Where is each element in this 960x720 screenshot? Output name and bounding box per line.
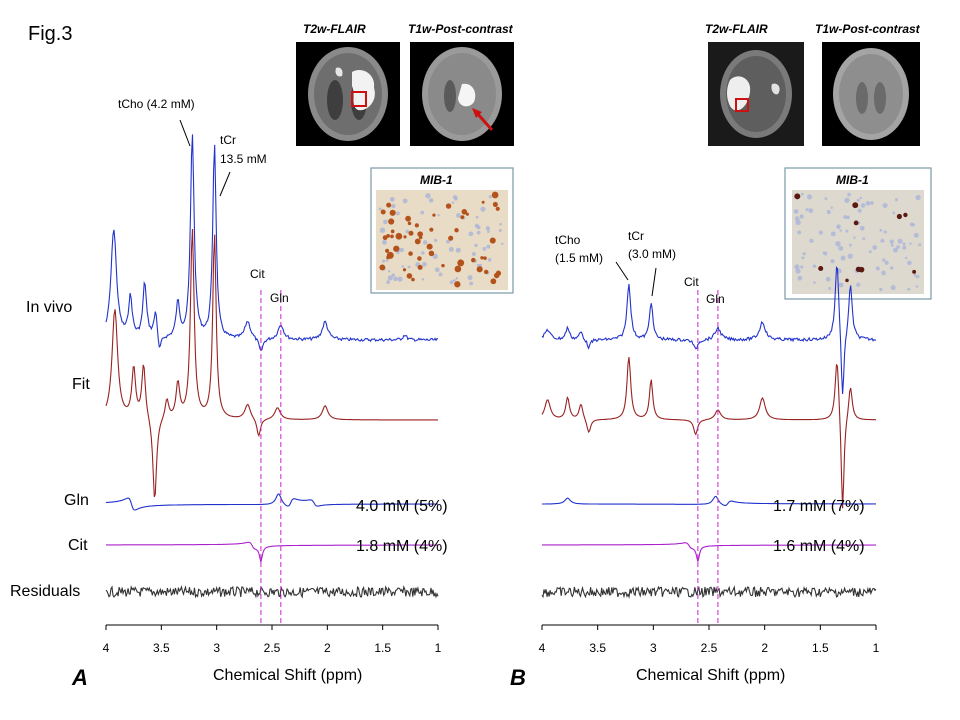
x-tick-label: 3.5 (589, 641, 606, 655)
x-tick-label: 4 (103, 641, 110, 655)
panel-a-cit-conc: 1.8 mM (4%) (356, 538, 448, 555)
panel-a-t1-label: T1w-Post-contrast (408, 22, 514, 36)
panel-a-t2-label: T2w-FLAIR (303, 22, 366, 36)
panel-b-mib-label: MIB-1 (836, 173, 869, 187)
panel-b-fit-line (541, 357, 876, 509)
x-tick-label: 1.5 (374, 641, 391, 655)
panel-a-mib-frame (370, 167, 514, 294)
panel-a-invivo-line (105, 134, 438, 352)
panel-a-residual-line (105, 585, 439, 599)
row-label-cit: Cit (68, 537, 88, 554)
panel-a-gln-line (105, 493, 438, 511)
panel-b-invivo-line (541, 266, 877, 395)
panel-b-tcho-conc: (1.5 mM) (555, 251, 603, 265)
row-label-gln: Gln (64, 492, 89, 509)
panel-b-mri: T2w-FLAIR T1w-Post-contrast MIB-1 (705, 22, 932, 300)
x-tick-label: 3.5 (153, 641, 170, 655)
panel-b-voi-box (735, 98, 749, 112)
x-tick-label: 1.5 (812, 641, 829, 655)
panel-b-spectra (541, 266, 877, 625)
x-tick-label: 4 (539, 641, 546, 655)
panel-a-cit-line (106, 541, 438, 563)
panel-b-residual-line (541, 585, 877, 599)
panel-b-cit-line (542, 542, 876, 562)
x-tick-label: 1 (873, 641, 880, 655)
x-tick-label: 3 (213, 641, 220, 655)
panel-b-tcho-label: tCho (555, 233, 581, 247)
x-tick-label: 1 (435, 641, 442, 655)
panel-a-arrow-icon (472, 108, 482, 118)
x-tick-label: 2 (761, 641, 768, 655)
panel-b-gln-marker-label: Gln (706, 292, 725, 306)
panel-a-gln-conc: 4.0 mM (5%) (356, 498, 448, 515)
panel-a-tcr-conc: 13.5 mM (220, 152, 267, 166)
panel-b-cit-marker-label: Cit (684, 275, 699, 289)
x-tick-label: 2 (324, 641, 331, 655)
x-tick-label: 3 (650, 641, 657, 655)
row-label-residuals: Residuals (10, 583, 80, 600)
panel-b-cit-conc: 1.6 mM (4%) (773, 538, 865, 555)
panel-b-tcr-conc: (3.0 mM) (628, 247, 676, 261)
panel-a-xlabel: Chemical Shift (ppm) (213, 667, 362, 684)
panel-b-mib-frame (784, 167, 932, 300)
panel-b-gln-conc: 1.7 mM (7%) (773, 498, 865, 515)
panel-a-tcr-label: tCr (220, 133, 236, 147)
panel-a-mri: T2w-FLAIR T1w-Post-contrast MIB-1 (296, 22, 514, 294)
panel-b-t1-label: T1w-Post-contrast (815, 22, 921, 36)
panel-b-gln-line (542, 495, 876, 507)
panel-a-fit-line (105, 228, 438, 498)
figure-label: Fig.3 (28, 23, 72, 45)
panel-a-gln-marker-label: Gln (270, 291, 289, 305)
panel-b-letter: B (510, 665, 526, 690)
x-tick-label: 2.5 (701, 641, 718, 655)
x-tick-label: 2.5 (264, 641, 281, 655)
panel-a-cit-marker-label: Cit (250, 267, 265, 281)
panel-b-xlabel: Chemical Shift (ppm) (636, 667, 785, 684)
panel-a-tcho-label: tCho (4.2 mM) (118, 97, 195, 111)
panel-a-letter: A (71, 665, 88, 690)
panel-a-spectra (105, 134, 439, 625)
panel-b-t2-label: T2w-FLAIR (705, 22, 768, 36)
panel-a-mib-label: MIB-1 (420, 173, 453, 187)
panel-b-tcr-label: tCr (628, 229, 644, 243)
row-label-invivo: In vivo (26, 299, 72, 316)
panel-a-voi-box (351, 91, 367, 107)
row-label-fit: Fit (72, 376, 90, 393)
